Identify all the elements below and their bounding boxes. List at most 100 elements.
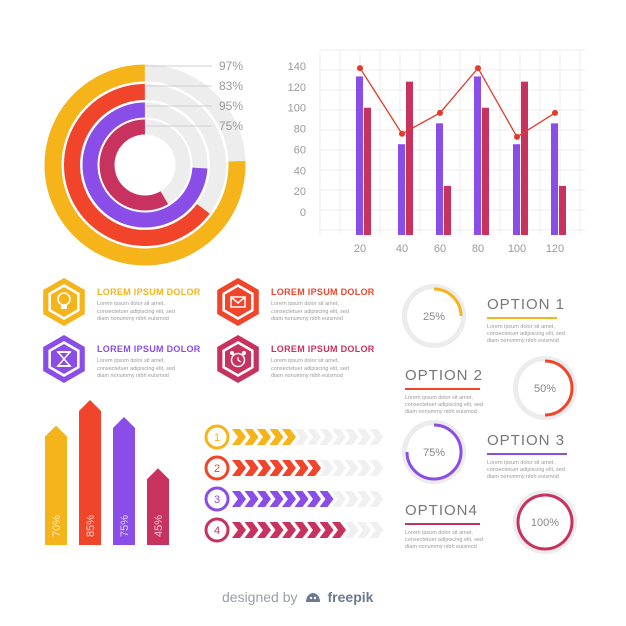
chevron (282, 522, 296, 538)
gauge-label: 75% (423, 447, 445, 459)
chevron (294, 460, 309, 476)
item-body: Lorem ipsum dolor sit amet, consectetuer… (271, 358, 349, 379)
chevron (307, 491, 321, 507)
chevron (257, 522, 271, 538)
option-2-underline (405, 388, 480, 390)
gauge-label: 100% (531, 517, 559, 529)
y-tick-label: 60 (294, 144, 306, 156)
option-3-title: OPTION 3 (487, 432, 566, 449)
progress-row-1: 1 (204, 424, 384, 450)
option-1: OPTION 1 Lorem ipsum dolor sit amet, con… (487, 296, 577, 345)
chevron (369, 522, 384, 538)
radial-label-3: 95% (219, 99, 243, 113)
gauge-face (518, 361, 572, 415)
chevron (369, 460, 384, 476)
chevron (332, 522, 346, 538)
bar-120-s1 (551, 123, 558, 235)
chevron (282, 460, 296, 476)
chevron (357, 460, 371, 476)
option-1-underline (487, 317, 557, 319)
chevron (232, 491, 246, 507)
trend-point (399, 130, 405, 137)
chevron (232, 460, 246, 476)
step-number: 4 (214, 525, 220, 537)
trend-point (514, 133, 520, 140)
bar-line-chart: 140 120 100 80 60 40 20 0 20 40 60 80 100 120 (288, 49, 585, 255)
item-body: Lorem ipsum dolor sit amet, consectetuer… (97, 358, 175, 379)
chevron (244, 491, 259, 507)
option-2-title: OPTION 2 (405, 367, 484, 384)
chevron (282, 429, 296, 445)
item-title: LOREM IPSUM DOLOR (97, 287, 201, 297)
option-3: OPTION 3 Lorem ipsum dolor sit amet, con… (487, 432, 577, 481)
arrow-bar-2 (79, 400, 101, 545)
item-title: LOREM IPSUM DOLOR (97, 344, 201, 354)
envelope-icon (230, 296, 246, 308)
bar-20-s1 (356, 76, 363, 235)
step-circle (204, 486, 230, 512)
item-body: Lorem ipsum dolor sit amet, consectetuer… (271, 301, 349, 322)
chevron (307, 429, 321, 445)
chevron (232, 522, 246, 538)
gauge-face (407, 289, 461, 343)
step-number: 3 (214, 494, 220, 506)
chevron (357, 429, 371, 445)
bar-80-s2 (482, 107, 489, 235)
credit: designed by freepik (222, 589, 373, 605)
progress-row-2: 2 (204, 455, 384, 481)
radial-bar-chart: 97% 83% 95% 75% (44, 59, 246, 266)
y-tick-label: 120 (288, 82, 306, 94)
gauge-1: 25% (402, 284, 466, 348)
y-tick-label: 140 (288, 61, 306, 73)
arrow-bar-chart: 70% 85% 75% 45% (45, 400, 169, 545)
chevron (344, 491, 359, 507)
x-tick-label: 80 (472, 243, 484, 255)
option-3-body: Lorem ipsum dolor sit amet, consectetuer… (487, 460, 565, 480)
trend-line (359, 66, 556, 138)
x-tick-label: 60 (434, 243, 446, 255)
step-circle (204, 424, 230, 450)
gauge-label: 50% (534, 383, 556, 395)
chevron (269, 491, 284, 507)
item-body: Lorem ipsum dolor sit amet, consectetuer… (97, 301, 175, 322)
bar-100-s2 (521, 81, 528, 235)
hourglass-icon (56, 351, 72, 367)
chevron (344, 429, 359, 445)
y-tick-label: 40 (294, 165, 306, 177)
gauge-2: 50% (513, 356, 577, 420)
chevron (257, 491, 271, 507)
chevron (294, 491, 309, 507)
option-4-title: OPTION4 (405, 502, 478, 519)
chevron (319, 429, 334, 445)
bar-60-s2 (444, 185, 451, 235)
bar-60-s1 (436, 123, 443, 235)
chevron (307, 460, 321, 476)
donut-gauges: 25% 50% 75% 100% (402, 284, 577, 554)
arrow-bar-label-1: 70% (51, 515, 63, 537)
chevron (357, 491, 371, 507)
x-tick-label: 40 (396, 243, 408, 255)
freepik-logo-icon (305, 593, 320, 602)
gauge-arc (516, 493, 574, 551)
radial-bar-4 (99, 119, 169, 211)
chevron (332, 429, 346, 445)
arrow-bar-4 (147, 468, 169, 545)
credit-prefix: designed by (222, 589, 298, 605)
alarm-clock-icon (230, 351, 246, 368)
radial-label-1: 97% (219, 59, 243, 73)
chevron (344, 460, 359, 476)
chevron (294, 522, 309, 538)
arrow-bar-1 (45, 425, 67, 545)
bar-20-s2 (364, 107, 371, 235)
trend-point (437, 109, 443, 116)
chevron (369, 429, 384, 445)
radial-bar-2 (64, 84, 210, 246)
arrow-bar-label-2: 85% (85, 515, 97, 537)
gauge-3: 75% (402, 420, 466, 484)
gauge-arc (405, 423, 463, 481)
gauge-arc (433, 287, 463, 317)
x-tick-label: 120 (546, 243, 564, 255)
gauge-4: 100% (513, 490, 577, 554)
chevron (332, 491, 346, 507)
chevron (319, 522, 334, 538)
